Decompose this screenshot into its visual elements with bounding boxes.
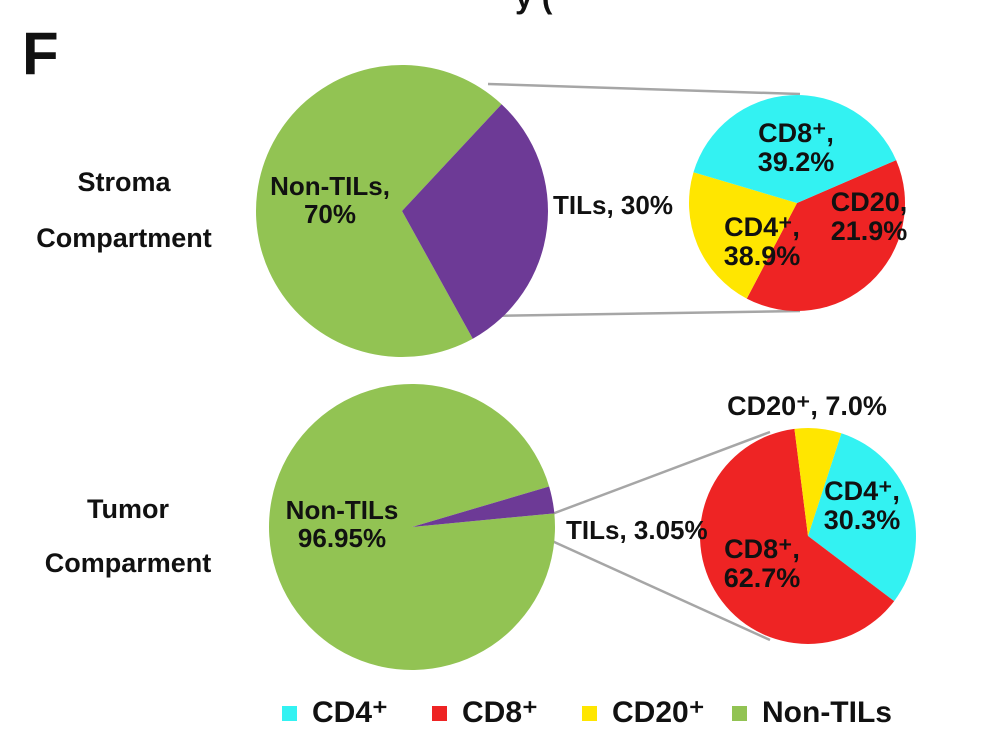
legend-label: Non-TILs — [762, 696, 892, 729]
slice-label-cd20: CD20, 21.9% — [831, 187, 908, 246]
row-label-line: Compartment — [36, 223, 212, 253]
slice-label-cd4: CD4⁺, 30.3% — [824, 476, 901, 535]
pie-slice-cd4 — [693, 94, 897, 203]
connector-line-lower — [487, 309, 801, 318]
pie-chart-3 — [268, 383, 555, 670]
top-cut-title: y ( — [515, 0, 553, 15]
legend-swatch — [732, 706, 747, 721]
slice-label-cd4: CD4⁺, 38.9% — [724, 212, 801, 271]
pie-slice-cd8 — [746, 160, 906, 311]
pie-slice-cd8 — [700, 428, 895, 644]
legend-swatch — [582, 706, 597, 721]
row-label-line: Comparment — [45, 548, 212, 578]
pie-slice-non-tils — [268, 383, 555, 670]
pie-chart-1 — [255, 64, 548, 357]
pie-slice-tils — [402, 104, 548, 339]
connector-line-upper — [487, 82, 801, 96]
legend-label: CD8⁺ — [462, 696, 538, 729]
slice-label-cd8: CD8⁺, 39.2% — [758, 118, 835, 177]
row-label-line: Stroma — [77, 167, 171, 197]
pie-charts — [255, 64, 916, 670]
row-labels: Stroma Compartment Tumor Comparment — [36, 167, 212, 578]
legend-label: CD20⁺ — [612, 696, 705, 729]
pie-chart-2 — [689, 94, 906, 311]
legend-swatch — [282, 706, 297, 721]
legend-item-cd20: CD20⁺ — [582, 696, 705, 729]
connector-lines — [487, 82, 801, 642]
pie-slice-cd20 — [794, 428, 842, 536]
slice-label-tils: TILs, 3.05% — [566, 515, 708, 545]
pie-slice-cd4 — [808, 433, 916, 602]
legend-item-non-tils: Non-TILs — [732, 696, 892, 729]
slice-label-cd20: CD20⁺, 7.0% — [727, 391, 887, 421]
pie-slice-non-tils — [255, 64, 502, 357]
slice-labels: Non-TILs, 70% TILs, 30% CD8⁺, 39.2% CD20, 21.9… — [270, 118, 907, 593]
slice-label-cd8: CD8⁺, 62.7% — [724, 534, 801, 593]
legend: CD4⁺ CD8⁺ CD20⁺ Non-TILs — [282, 696, 892, 729]
panel-letter: F — [22, 20, 59, 87]
slice-label-non-tils: Non-TILs, 70% — [270, 171, 390, 229]
legend-item-cd4: CD4⁺ — [282, 696, 388, 729]
row-label-line: Tumor — [87, 494, 169, 524]
pie-slice-cd20 — [689, 172, 797, 299]
legend-label: CD4⁺ — [312, 696, 388, 729]
connector-line-lower — [551, 539, 771, 642]
pie-slice-tils — [412, 486, 555, 527]
legend-item-cd8: CD8⁺ — [432, 696, 538, 729]
slice-label-non-tils: Non-TILs 96.95% — [286, 495, 399, 553]
slice-label-tils: TILs, 30% — [553, 190, 673, 220]
pie-chart-4 — [700, 428, 916, 644]
connector-line-upper — [551, 430, 771, 516]
legend-swatch — [432, 706, 447, 721]
